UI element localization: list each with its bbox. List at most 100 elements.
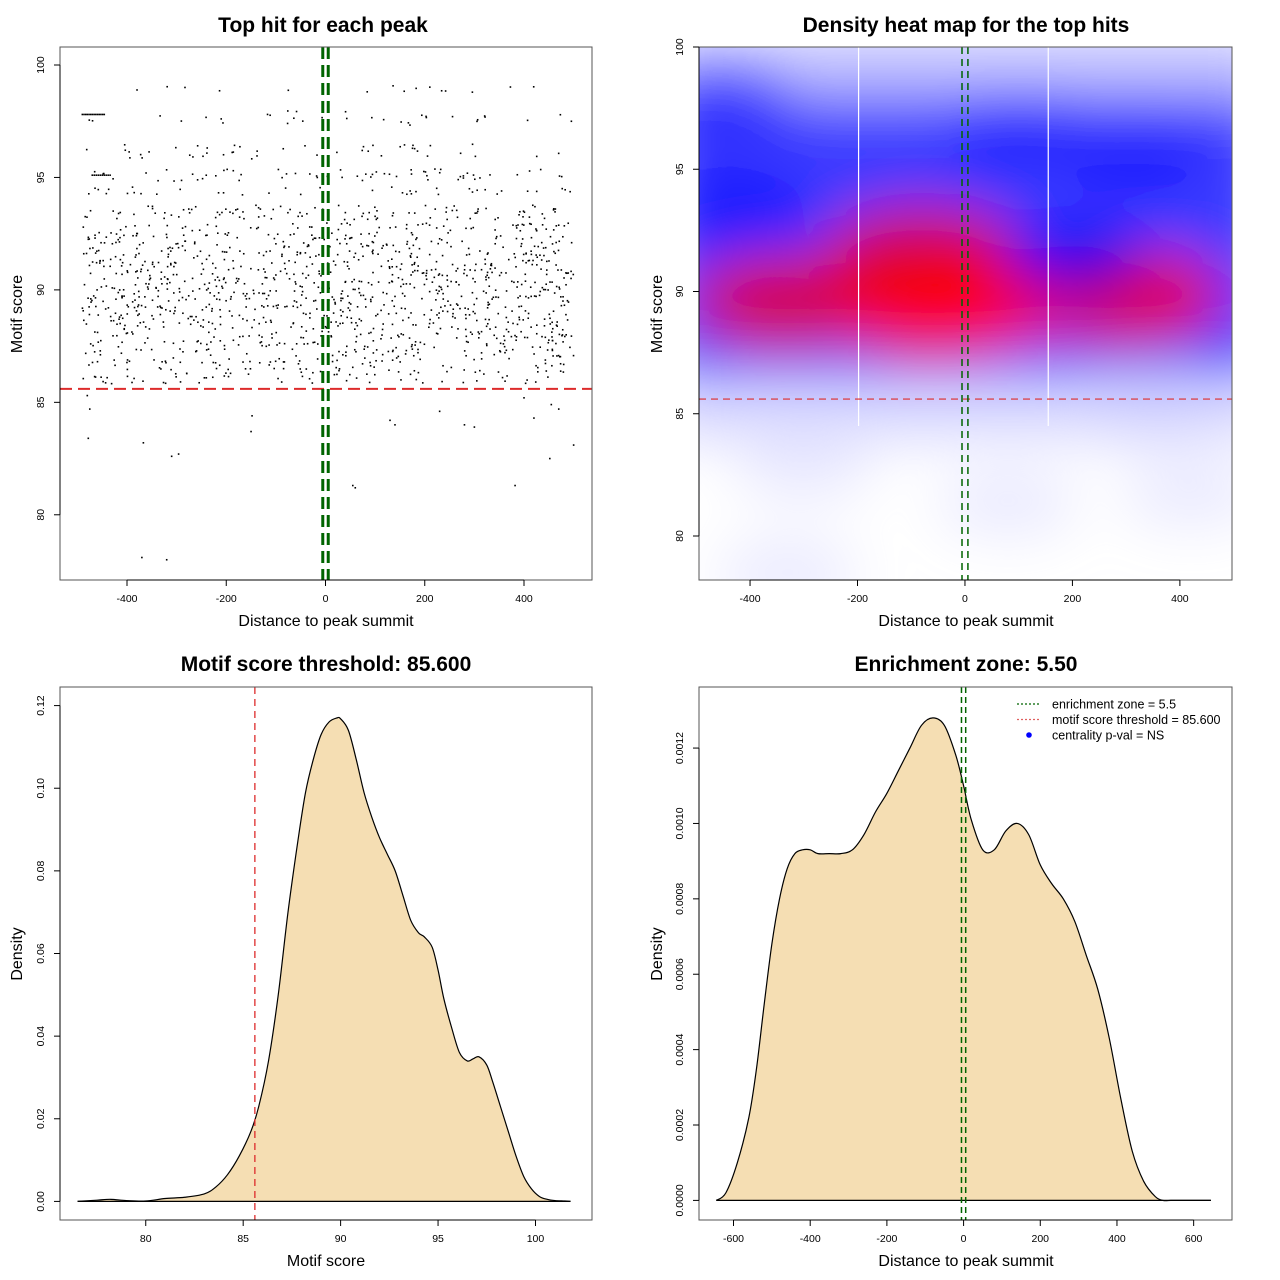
data-point	[169, 310, 171, 312]
data-point	[556, 325, 558, 327]
data-point	[293, 300, 296, 302]
scatter-y-tick-label: 90	[35, 284, 47, 296]
data-point	[533, 245, 536, 248]
data-point	[557, 269, 559, 271]
data-point	[388, 265, 391, 268]
data-point	[213, 336, 215, 338]
data-point	[124, 324, 126, 327]
data-point	[416, 269, 419, 272]
data-point	[395, 312, 398, 315]
data-point	[165, 233, 168, 236]
data-point	[232, 259, 234, 262]
data-point	[487, 301, 489, 304]
data-point	[279, 205, 282, 208]
data-point	[117, 238, 120, 241]
data-point	[476, 118, 479, 121]
data-point	[511, 310, 513, 312]
data-point	[222, 122, 224, 124]
data-point	[567, 301, 570, 303]
data-point	[349, 303, 352, 305]
data-point	[438, 410, 441, 413]
data-point	[266, 305, 269, 307]
data-point	[442, 292, 444, 295]
data-point	[280, 381, 283, 383]
scatter-y-tick-label: 100	[35, 56, 47, 74]
data-point	[295, 283, 297, 285]
data-point	[392, 349, 394, 352]
data-point	[110, 319, 112, 322]
data-point	[261, 304, 263, 307]
data-point	[144, 306, 147, 308]
data-point	[201, 309, 204, 311]
data-point	[459, 307, 461, 310]
data-point	[394, 226, 397, 228]
data-point	[485, 292, 487, 294]
data-point	[374, 215, 376, 218]
data-point	[536, 324, 538, 326]
data-point	[286, 110, 289, 112]
data-point	[320, 275, 322, 277]
data-point	[551, 327, 554, 330]
data-point	[95, 261, 98, 264]
data-point	[421, 223, 424, 225]
data-point	[566, 299, 569, 302]
data-point	[187, 317, 190, 320]
data-point	[413, 286, 416, 289]
data-point	[565, 272, 568, 275]
data-point	[289, 208, 291, 211]
data-point	[126, 304, 129, 306]
data-point	[554, 211, 556, 213]
data-point	[91, 361, 94, 364]
data-point	[301, 375, 304, 378]
data-point	[93, 113, 95, 116]
data-point	[428, 224, 431, 226]
data-point	[555, 241, 557, 244]
data-point	[343, 260, 346, 263]
data-point	[414, 269, 416, 272]
data-point	[184, 86, 186, 89]
data-point	[163, 340, 166, 343]
data-point	[515, 224, 518, 227]
data-point	[94, 234, 96, 237]
data-point	[134, 256, 137, 258]
data-point	[563, 277, 565, 279]
data-point	[88, 313, 91, 316]
data-point	[497, 312, 500, 315]
data-point	[155, 287, 157, 289]
data-point	[300, 325, 303, 328]
data-point	[347, 295, 349, 297]
data-point	[165, 308, 167, 311]
data-point	[565, 283, 567, 286]
data-point	[555, 225, 558, 227]
data-point	[163, 217, 165, 220]
scatter-x-tick-label: 0	[323, 593, 329, 605]
data-point	[312, 300, 315, 302]
data-point	[450, 245, 452, 248]
data-point	[522, 224, 525, 226]
data-point	[479, 177, 481, 179]
data-point	[549, 317, 551, 320]
data-point	[320, 335, 322, 337]
data-point	[499, 235, 502, 237]
data-point	[160, 271, 163, 274]
data-point	[185, 298, 187, 301]
data-point	[109, 174, 111, 176]
data-point	[397, 371, 400, 373]
data-point	[278, 357, 281, 360]
data-point	[93, 170, 96, 173]
data-point	[88, 306, 90, 308]
data-point	[188, 212, 191, 214]
data-point	[425, 272, 428, 275]
data-point	[541, 224, 544, 226]
data-point	[361, 149, 364, 152]
data-point	[173, 265, 175, 268]
score-density-fill	[77, 717, 571, 1202]
data-point	[286, 122, 289, 125]
data-point	[293, 290, 296, 292]
data-point	[473, 303, 475, 306]
data-point	[125, 225, 127, 228]
data-point	[84, 113, 87, 116]
data-point	[116, 323, 118, 326]
data-point	[446, 370, 448, 373]
data-point	[215, 367, 218, 370]
